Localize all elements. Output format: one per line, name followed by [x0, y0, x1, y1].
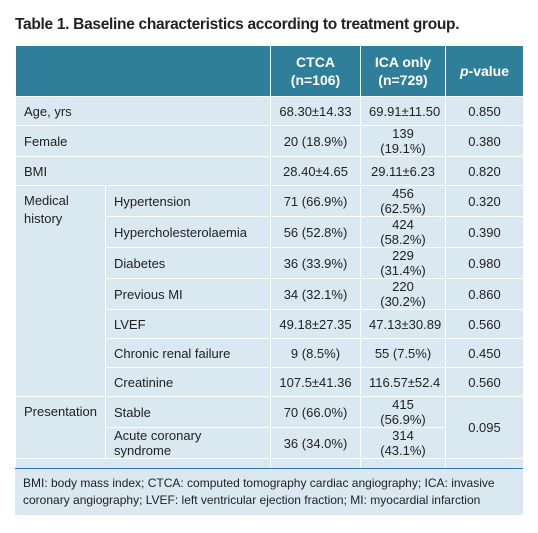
table-title: Table 1. Baseline characteristics accord…: [15, 16, 460, 33]
group-label: Medical history: [15, 185, 106, 397]
p-cell: 0.560: [445, 309, 524, 339]
header-text: (n=729): [378, 72, 428, 88]
row-label: Diabetes: [105, 247, 271, 279]
header-text: CTCA: [296, 54, 335, 70]
ctca-cell: 49.18±27.35: [270, 309, 361, 339]
table-row: Hypercholesterolaemia 56 (52.8%) 424 (58.2…: [16, 216, 524, 248]
ctca-cell: 36 (34.0%): [270, 427, 361, 459]
ctca-cell: 34 (32.1%): [270, 278, 361, 310]
row-label: BMI: [15, 156, 271, 186]
ctca-cell: 36 (33.9%): [270, 247, 361, 279]
ica-cell: 424 (58.2%): [360, 216, 446, 248]
header-text: -value: [468, 63, 510, 79]
p-cell: 0.560: [445, 367, 524, 397]
ica-cell: 47.13±30.89: [360, 309, 446, 339]
header-text: ICA only: [374, 54, 432, 70]
row-label: Hypercholesterolaemia: [105, 216, 271, 248]
ica-cell: 139 (19.1%): [360, 125, 446, 157]
header-blank: [15, 45, 271, 97]
row-label: Chronic renal failure: [105, 338, 271, 368]
header-row: CTCA (n=106) ICA only (n=729) p-value: [15, 45, 524, 97]
footnote: BMI: body mass index; CTCA: computed tom…: [15, 468, 523, 515]
row-label: Hypertension: [105, 185, 271, 217]
header-text: (n=106): [290, 72, 341, 88]
table: CTCA (n=106) ICA only (n=729) p-value Age,…: [15, 45, 524, 488]
table-row: Chronic renal failure 9 (8.5%) 55 (7.5%) 0.…: [16, 338, 524, 368]
ica-cell: 29.11±6.23: [360, 156, 446, 186]
ctca-cell: 28.40±4.65: [270, 156, 361, 186]
row-label: LVEF: [105, 309, 271, 339]
ica-cell: 220 (30.2%): [360, 278, 446, 310]
header-cell: ICA only (n=729): [360, 45, 446, 97]
p-cell: 0.380: [445, 125, 524, 157]
row-label: Female: [15, 125, 271, 157]
row-label: Previous MI: [105, 278, 271, 310]
p-cell: 0.850: [445, 96, 524, 126]
table-row: LVEF 49.18±27.35 47.13±30.89 0.560: [16, 309, 524, 339]
table-row: Female 20 (18.9%) 139 (19.1%) 0.380: [15, 125, 524, 157]
ctca-cell: 107.5±41.36: [270, 367, 361, 397]
table-row: BMI 28.40±4.65 29.11±6.23 0.820: [15, 156, 524, 186]
row-label: Acute coronary syndrome: [105, 427, 271, 459]
row-label: Creatinine: [105, 367, 271, 397]
group-label: Presentation: [15, 396, 106, 459]
ctca-cell: 20 (18.9%): [270, 125, 361, 157]
table-row: Medical history Hypertension 71 (66.9%) 456…: [15, 185, 524, 397]
ica-cell: 55 (7.5%): [360, 338, 446, 368]
header-cell: CTCA (n=106): [270, 45, 361, 97]
ica-cell: 116.57±52.4: [360, 367, 446, 397]
header-cell: p-value: [445, 45, 524, 97]
p-cell: 0.860: [445, 278, 524, 310]
ctca-cell: 70 (66.0%): [270, 396, 361, 428]
ctca-cell: 56 (52.8%): [270, 216, 361, 248]
ctca-cell: 71 (66.9%): [270, 185, 361, 217]
row-label: Age, yrs: [15, 96, 271, 126]
header-text: p: [459, 63, 469, 79]
row-label: Stable: [105, 396, 271, 428]
table-row: Previous MI 34 (32.1%) 220 (30.2%) 0.860: [16, 278, 524, 310]
ctca-cell: 9 (8.5%): [270, 338, 361, 368]
ica-cell: 314 (43.1%): [360, 427, 446, 459]
p-cell: 0.450: [445, 338, 524, 368]
p-cell: 0.320: [445, 185, 524, 217]
table-row: Age, yrs 68.30±14.33 69.91±11.50 0.850: [15, 96, 524, 126]
ica-cell: 229 (31.4%): [360, 247, 446, 279]
p-cell: 0.390: [445, 216, 524, 248]
table-row: Diabetes 36 (33.9%) 229 (31.4%) 0.980: [16, 247, 524, 279]
p-cell: 0.820: [445, 156, 524, 186]
table-row: Presentation Stable 70 (66.0%) 415 (56.9%) 0…: [15, 396, 524, 459]
table-row: Acute coronary syndrome 36 (34.0%) 314 (43…: [16, 427, 524, 459]
ica-cell: 415 (56.9%): [360, 396, 446, 428]
ica-cell: 456 (62.5%): [360, 185, 446, 217]
ctca-cell: 68.30±14.33: [270, 96, 361, 126]
p-cell: 0.095: [445, 396, 524, 459]
ica-cell: 69.91±11.50: [360, 96, 446, 126]
p-cell: 0.980: [445, 247, 524, 279]
